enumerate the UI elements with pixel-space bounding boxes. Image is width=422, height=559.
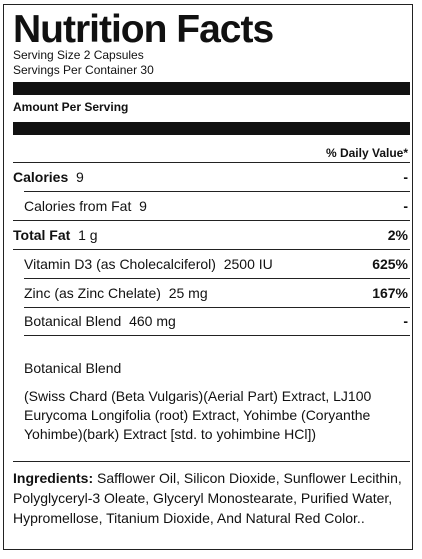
botanical-blend-row: Botanical Blend 460 mg	[24, 312, 176, 330]
total-fat-name: Total Fat	[13, 227, 71, 243]
calories-name: Calories	[13, 169, 69, 185]
zinc-amount: 25 mg	[168, 285, 208, 301]
divider	[13, 461, 410, 462]
vitamin-d3-row: Vitamin D3 (as Cholecalciferol) 2500 IU	[24, 255, 273, 273]
thick-divider-top	[13, 82, 410, 95]
amount-per-serving: Amount Per Serving	[13, 100, 129, 114]
calories-amount: 9	[76, 169, 84, 185]
zinc-dv: 167%	[372, 285, 408, 301]
divider	[13, 249, 410, 250]
vitamin-d3-amount: 2500 IU	[223, 256, 273, 272]
blend-description: (Swiss Chard (Beta Vulgaris)(Aerial Part…	[24, 388, 372, 442]
divider	[24, 335, 410, 336]
total-fat-amount: 1 g	[78, 227, 98, 243]
divider	[24, 278, 410, 279]
calories-from-fat-amount: 9	[139, 198, 147, 214]
thick-divider-middle	[13, 122, 410, 135]
divider	[13, 162, 410, 163]
divider	[24, 307, 410, 308]
ingredients: Ingredients: Safflower Oil, Silicon Diox…	[13, 468, 410, 528]
total-fat-dv: 2%	[387, 227, 408, 243]
blend-title: Botanical Blend	[24, 360, 122, 376]
serving-size: Serving Size 2 Capsules	[13, 48, 144, 62]
label-title: Nutrition Facts	[13, 8, 274, 51]
calories-from-fat-name: Calories from Fat	[24, 198, 132, 214]
vitamin-d3-name: Vitamin D3 (as Cholecalciferol)	[24, 256, 216, 272]
servings-per-container: Servings Per Container 30	[13, 63, 154, 77]
zinc-name: Zinc (as Zinc Chelate)	[24, 285, 161, 301]
zinc-row: Zinc (as Zinc Chelate) 25 mg	[24, 284, 208, 302]
botanical-blend-dv: -	[403, 313, 408, 329]
daily-value-header: % Daily Value*	[325, 146, 408, 160]
ingredients-text: Safflower Oil, Silicon Dioxide, Sunflowe…	[13, 470, 402, 526]
divider	[13, 220, 410, 221]
calories-from-fat-row: Calories from Fat 9	[24, 197, 147, 215]
nutrition-facts-panel: Nutrition Facts Serving Size 2 Capsules …	[3, 4, 413, 550]
calories-dv: -	[403, 169, 408, 185]
total-fat-row: Total Fat 1 g	[13, 226, 98, 244]
calories-row: Calories 9	[13, 168, 84, 186]
botanical-blend-amount: 460 mg	[129, 313, 176, 329]
calories-from-fat-dv: -	[403, 198, 408, 214]
botanical-blend-name: Botanical Blend	[24, 313, 122, 329]
ingredients-label: Ingredients:	[13, 470, 94, 486]
divider	[24, 191, 410, 192]
vitamin-d3-dv: 625%	[372, 256, 408, 272]
